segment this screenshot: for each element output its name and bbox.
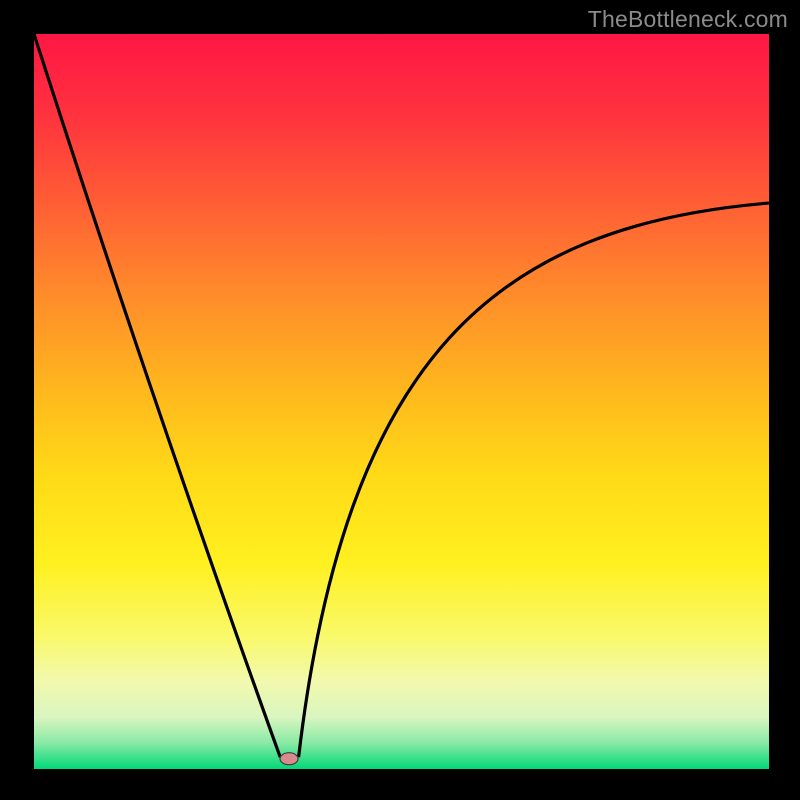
chart-container: TheBottleneck.com: [0, 0, 800, 800]
plot-area: [34, 34, 769, 769]
minimum-marker: [280, 753, 298, 765]
curve-left-branch: [34, 34, 280, 757]
curve-right-branch: [299, 203, 769, 757]
watermark-text: TheBottleneck.com: [588, 6, 788, 33]
bottleneck-curve: [34, 34, 769, 769]
